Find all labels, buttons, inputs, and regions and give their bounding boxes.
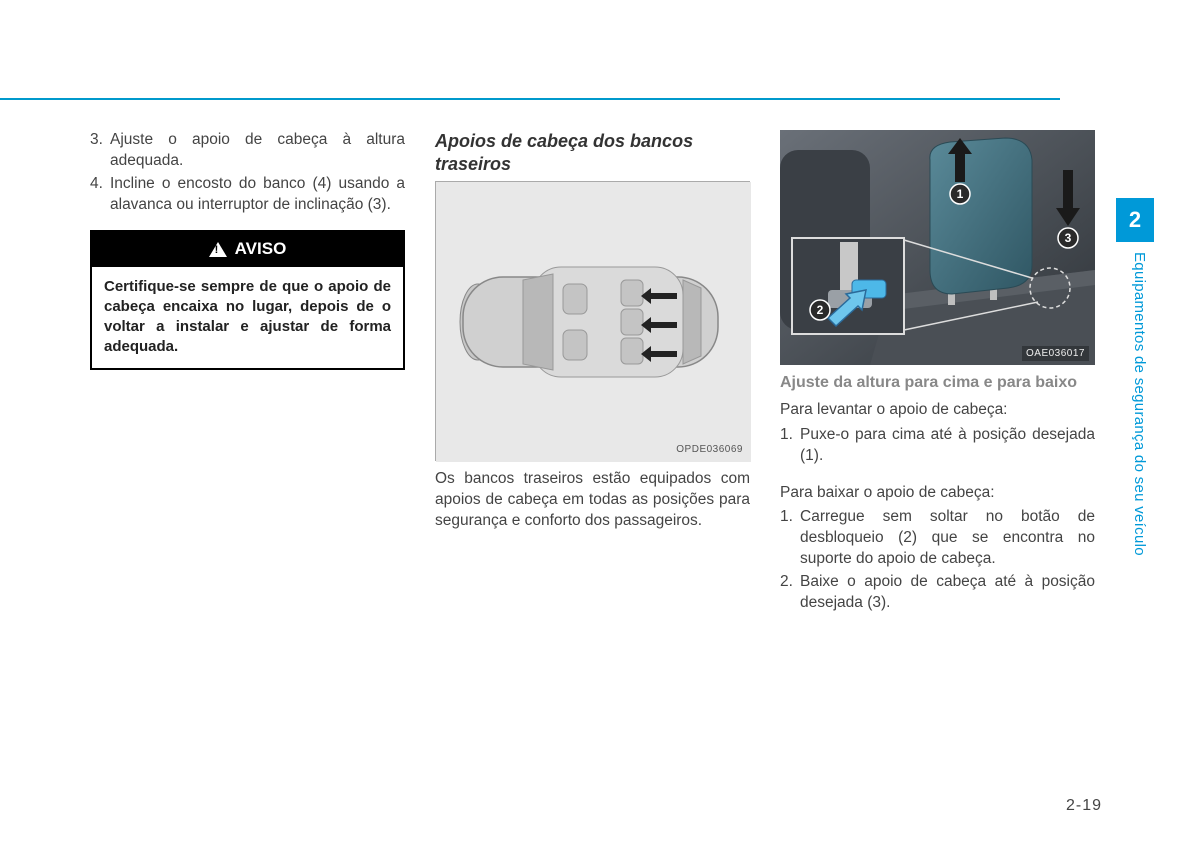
- list-text: Puxe-o para cima até à posição desejada …: [800, 425, 1095, 467]
- car-topview-svg: [436, 182, 751, 462]
- chapter-title-vertical: Equipamentos de segurança do seu veículo: [1131, 252, 1148, 556]
- list-number: 4.: [90, 174, 110, 216]
- paragraph: Os bancos traseiros estão equipados com …: [435, 469, 750, 532]
- list-item: 1. Puxe-o para cima até à posição deseja…: [780, 425, 1095, 467]
- list-number: 1.: [780, 507, 800, 570]
- list-number: 1.: [780, 425, 800, 467]
- content-area: 3. Ajuste o apoio de cabeça à altura ade…: [90, 130, 1100, 616]
- figure-code: OAE036017: [1022, 346, 1089, 362]
- column-left: 3. Ajuste o apoio de cabeça à altura ade…: [90, 130, 405, 616]
- figure-car-topview: OPDE036069: [435, 181, 750, 461]
- paragraph-intro: Para levantar o apoio de cabeça:: [780, 400, 1095, 421]
- paragraph-intro: Para baixar o apoio de cabeça:: [780, 483, 1095, 504]
- list-item: 4. Incline o encosto do banco (4) usando…: [90, 174, 405, 216]
- callout-1: 1: [957, 187, 964, 201]
- list-text: Incline o encosto do banco (4) usando a …: [110, 174, 405, 216]
- header-rule: [0, 98, 1060, 100]
- warning-triangle-icon: [209, 242, 227, 257]
- subsection-heading: Ajuste da altura para cima e para baixo: [780, 373, 1095, 394]
- warning-box: AVISO Certifique-se sempre de que o apoi…: [90, 230, 405, 370]
- chapter-number: 2: [1129, 207, 1141, 233]
- column-middle: Apoios de cabeça dos bancos traseiros: [435, 130, 750, 616]
- figure-code: OPDE036069: [676, 443, 743, 457]
- headrest-svg: 1 3: [780, 130, 1095, 365]
- list-item: 2. Baixe o apoio de cabeça até à posição…: [780, 572, 1095, 614]
- column-right: 1 3: [780, 130, 1095, 616]
- page-number: 2-19: [1066, 797, 1102, 815]
- figure-headrest: 1 3: [780, 130, 1095, 365]
- callout-2: 2: [817, 303, 824, 317]
- list-item: 3. Ajuste o apoio de cabeça à altura ade…: [90, 130, 405, 172]
- list-text: Ajuste o apoio de cabeça à altura adequa…: [110, 130, 405, 172]
- chapter-tab: 2: [1116, 198, 1154, 242]
- list-text: Carregue sem soltar no botão de desbloqu…: [800, 507, 1095, 570]
- list-number: 3.: [90, 130, 110, 172]
- section-heading: Apoios de cabeça dos bancos traseiros: [435, 130, 750, 175]
- list-text: Baixe o apoio de cabeça até à posição de…: [800, 572, 1095, 614]
- warning-header: AVISO: [92, 232, 403, 267]
- list-item: 1. Carregue sem soltar no botão de desbl…: [780, 507, 1095, 570]
- warning-label: AVISO: [235, 238, 287, 261]
- list-number: 2.: [780, 572, 800, 614]
- callout-3: 3: [1065, 231, 1072, 245]
- warning-body: Certifique-se sempre de que o apoio de c…: [92, 267, 403, 368]
